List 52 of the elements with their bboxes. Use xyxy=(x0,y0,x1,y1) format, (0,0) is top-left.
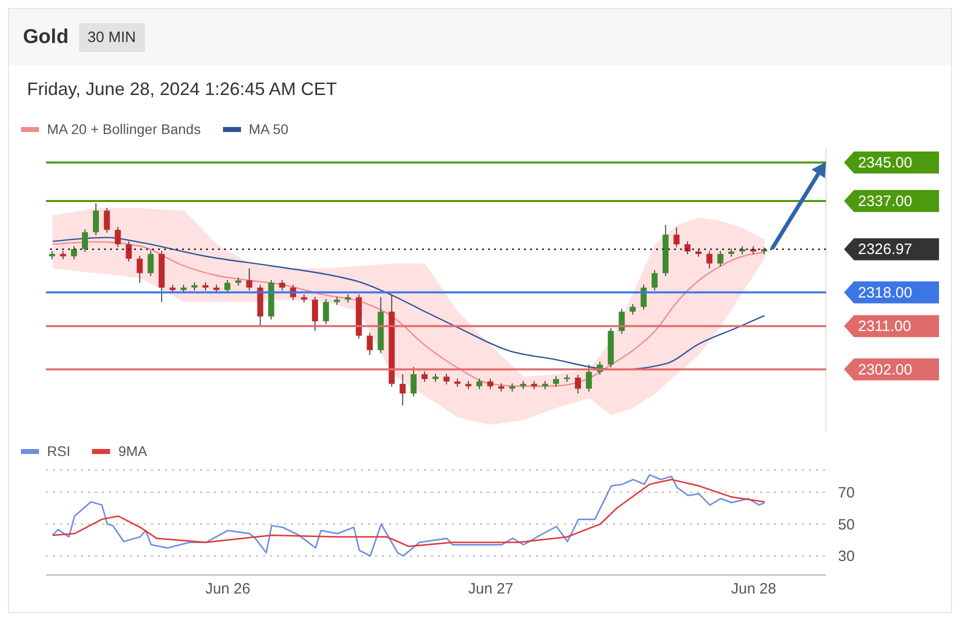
legend-label: MA 20 + Bollinger Bands xyxy=(47,121,201,137)
candlestick xyxy=(630,303,636,316)
candlestick xyxy=(640,284,647,310)
candlestick xyxy=(148,250,154,277)
y-tick-label: 30 xyxy=(838,548,855,566)
y-tick-label: 2326.97 xyxy=(858,241,912,258)
y-tick-label: 50 xyxy=(838,516,855,534)
candlestick xyxy=(322,298,329,325)
candlestick xyxy=(400,374,406,406)
candlestick xyxy=(706,250,712,269)
candlestick xyxy=(92,202,99,236)
candlestick xyxy=(224,279,230,294)
candlestick xyxy=(487,378,494,390)
candlestick xyxy=(136,255,143,284)
line-series xyxy=(52,474,766,557)
legend-label: 9MA xyxy=(118,443,148,459)
y-tick-label: 2318.00 xyxy=(858,284,912,302)
text: Friday, June 28, 2024 1:26:45 AM CET xyxy=(26,78,338,101)
candlestick xyxy=(586,364,592,392)
y-tick-label: 2302.00 xyxy=(858,361,912,378)
x-tick-label: Jun 28 xyxy=(731,580,776,598)
candlestick xyxy=(717,250,724,267)
x-tick-label: Jun 26 xyxy=(205,580,250,598)
candlestick xyxy=(71,246,78,260)
candlestick xyxy=(684,240,690,255)
y-tick-label: 2337.00 xyxy=(858,192,912,210)
candlestick xyxy=(366,332,373,356)
candlestick xyxy=(618,308,625,334)
candlestick xyxy=(246,268,252,291)
candlestick xyxy=(553,376,560,388)
legend-label: RSI xyxy=(47,443,70,459)
candlestick xyxy=(652,270,658,291)
chart-subtitle: 30 MIN xyxy=(78,22,145,52)
candlestick xyxy=(82,228,88,252)
x-tick-label: Jun 27 xyxy=(468,580,514,598)
candlestick xyxy=(422,370,428,382)
candlestick xyxy=(476,378,482,390)
y-tick-label: 70 xyxy=(838,484,855,502)
candlestick xyxy=(114,226,121,248)
y-tick-label: 2311.00 xyxy=(858,318,912,336)
legend-label: MA 50 xyxy=(248,121,288,137)
y-tick-label: 2345.00 xyxy=(858,154,912,172)
candlestick xyxy=(126,240,132,262)
chart-title: Gold xyxy=(23,26,69,48)
candlestick xyxy=(443,373,450,385)
candlestick xyxy=(574,374,581,394)
candlestick xyxy=(312,296,318,332)
candlestick xyxy=(410,366,417,397)
candlestick xyxy=(104,207,110,234)
candlestick xyxy=(279,279,286,291)
line-series xyxy=(52,478,766,548)
candlestick xyxy=(674,226,680,248)
